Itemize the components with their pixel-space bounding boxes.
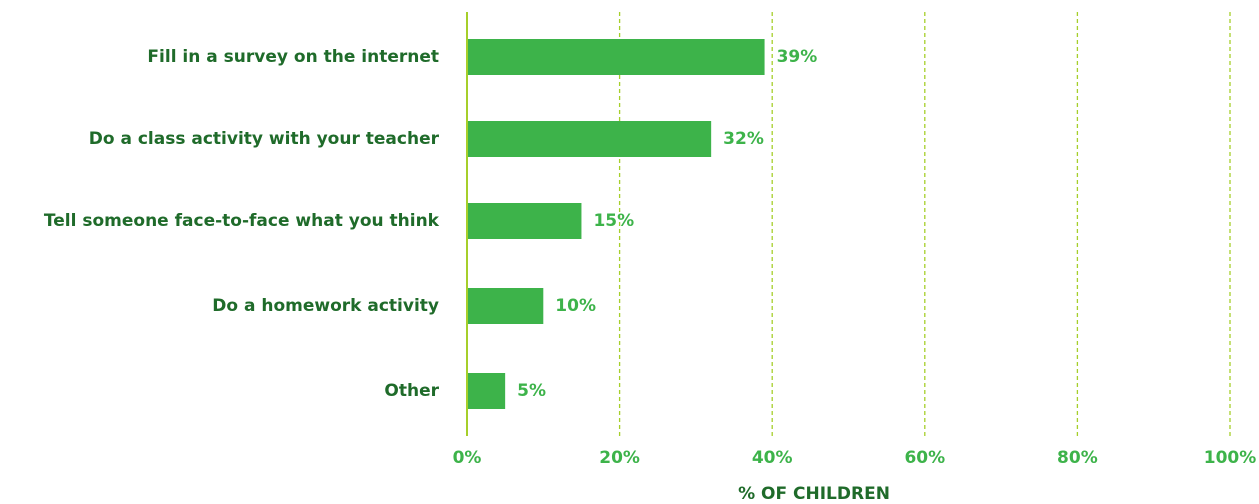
bars (467, 39, 765, 409)
value-label-1: 39% (777, 47, 818, 67)
bar-2 (467, 121, 712, 157)
value-label-4: 10% (555, 296, 596, 316)
value-label-2: 32% (723, 129, 764, 149)
bar-1 (467, 39, 765, 75)
bar-4 (467, 288, 544, 324)
category-label-5: Other (384, 381, 439, 401)
x-tick-label-100: 100% (1204, 448, 1257, 468)
category-label-2: Do a class activity with your teacher (89, 129, 440, 149)
bar-5 (467, 373, 506, 409)
value-label-5: 5% (517, 381, 546, 401)
value-label-3: 15% (593, 211, 634, 231)
category-label-1: Fill in a survey on the internet (147, 47, 439, 67)
category-label-3: Tell someone face-to-face what you think (44, 211, 440, 231)
x-axis-title: % OF CHILDREN (738, 484, 890, 504)
category-label-4: Do a homework activity (212, 296, 439, 316)
x-tick-label-80: 80% (1057, 448, 1098, 468)
labels: Fill in a survey on the internet 39% Do a … (44, 47, 1256, 468)
x-tick-label-60: 60% (904, 448, 945, 468)
bar-3 (467, 203, 582, 239)
x-tick-label-40: 40% (752, 448, 793, 468)
grid-lines (618, 12, 1231, 436)
x-tick-label-20: 20% (599, 448, 640, 468)
x-tick-label-0: 0% (453, 448, 482, 468)
